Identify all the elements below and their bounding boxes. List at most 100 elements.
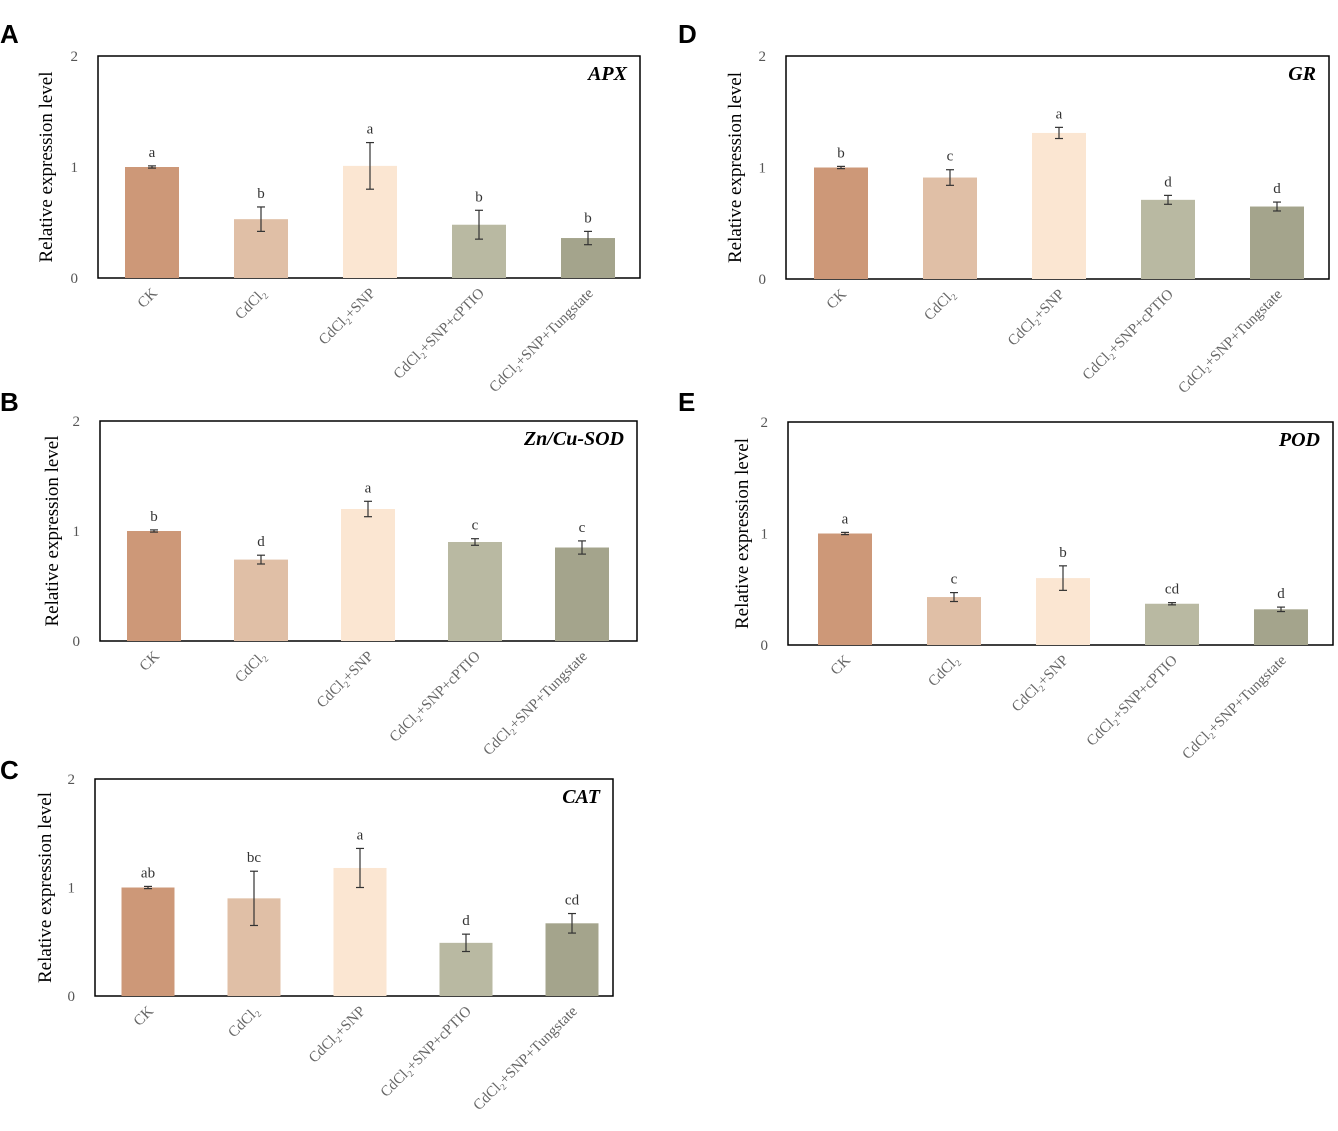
y-tick-label: 0 bbox=[761, 638, 769, 654]
panel-a: A APX 0 1 2 Relative expression level a CK b CdCl… bbox=[0, 19, 641, 396]
y-axis-label: Relative expression level bbox=[732, 438, 753, 629]
category-label: CdCl₂+SNP+cPTIO bbox=[1080, 286, 1177, 383]
y-tick-label: 2 bbox=[71, 49, 79, 65]
y-tick-label: 1 bbox=[761, 527, 769, 543]
significance-letter: b bbox=[584, 210, 592, 226]
category-label: CdCl₂+SNP+Tungstate bbox=[471, 1003, 582, 1114]
y-tick-label: 2 bbox=[761, 415, 769, 431]
y-tick-label: 2 bbox=[73, 414, 81, 430]
gene-title: CAT bbox=[562, 786, 601, 808]
category-label: CdCl₂+SNP bbox=[1009, 653, 1072, 716]
y-tick-label: 0 bbox=[68, 989, 76, 1005]
significance-letter: a bbox=[842, 511, 849, 527]
category-label: CdCl₂ bbox=[232, 286, 269, 323]
bar bbox=[1254, 609, 1308, 645]
gene-title: POD bbox=[1278, 429, 1320, 451]
significance-letter: d bbox=[1273, 181, 1281, 197]
category-label: CdCl₂+SNP bbox=[306, 1004, 369, 1067]
bar bbox=[927, 597, 981, 645]
panel-b: B Zn/Cu-SOD 0 1 2 Relative expression level b C… bbox=[0, 387, 638, 759]
panel-letter: B bbox=[0, 387, 19, 417]
category-label: CdCl₂ bbox=[232, 649, 269, 686]
significance-letter: cd bbox=[565, 893, 580, 909]
bar bbox=[127, 531, 181, 641]
panel-e: E POD 0 1 2 Relative expression level a CK c CdCl… bbox=[678, 387, 1334, 763]
y-tick-label: 0 bbox=[759, 272, 767, 288]
panel-letter: E bbox=[678, 387, 695, 417]
y-tick-label: 2 bbox=[68, 772, 76, 788]
panel-d: D GR 0 1 2 Relative expression level b CK c CdCl₂… bbox=[678, 19, 1330, 397]
bar bbox=[448, 542, 502, 641]
significance-letter: b bbox=[150, 509, 158, 525]
panel-letter: A bbox=[0, 19, 19, 49]
category-label: CdCl₂+SNP+cPTIO bbox=[387, 648, 484, 745]
significance-letter: bc bbox=[247, 850, 262, 866]
significance-letter: b bbox=[257, 186, 265, 202]
significance-letter: b bbox=[837, 145, 845, 161]
significance-letter: b bbox=[475, 189, 483, 205]
gene-title: APX bbox=[586, 63, 628, 85]
significance-letter: c bbox=[472, 518, 479, 534]
bar bbox=[125, 167, 179, 278]
category-label: CdCl₂+SNP+Tungstate bbox=[1180, 652, 1291, 763]
category-label: CdCl₂+SNP bbox=[314, 649, 377, 712]
significance-letter: b bbox=[1059, 545, 1067, 561]
bar bbox=[1032, 132, 1086, 279]
category-label: CdCl₂+SNP+cPTIO bbox=[378, 1003, 475, 1100]
y-tick-label: 0 bbox=[73, 634, 81, 650]
gene-title: GR bbox=[1288, 63, 1316, 85]
y-axis-label: Relative expression level bbox=[42, 436, 63, 627]
y-tick-label: 0 bbox=[71, 271, 79, 287]
category-label: CK bbox=[828, 652, 854, 678]
significance-letter: a bbox=[1056, 106, 1063, 122]
bar bbox=[818, 533, 872, 645]
category-label: CK bbox=[135, 285, 161, 311]
bar bbox=[545, 923, 599, 996]
bar bbox=[1250, 206, 1304, 279]
y-axis-label: Relative expression level bbox=[36, 72, 57, 263]
gene-title: Zn/Cu-SOD bbox=[523, 428, 624, 450]
y-tick-label: 1 bbox=[71, 160, 79, 176]
panel-c: C CAT 0 1 2 Relative expression level ab CK bc Cd… bbox=[0, 755, 614, 1114]
panel-letter: D bbox=[678, 19, 697, 49]
significance-letter: a bbox=[367, 122, 374, 138]
bar bbox=[555, 547, 609, 641]
y-tick-label: 1 bbox=[73, 524, 81, 540]
category-label: CdCl₂+SNP+Tungstate bbox=[481, 648, 592, 759]
significance-letter: d bbox=[1164, 174, 1172, 190]
significance-letter: a bbox=[149, 145, 156, 161]
y-axis-label: Relative expression level bbox=[35, 792, 56, 983]
significance-letter: ab bbox=[141, 865, 155, 881]
category-label: CdCl₂+SNP+cPTIO bbox=[1084, 652, 1181, 749]
significance-letter: d bbox=[462, 913, 470, 929]
category-label: CdCl₂+SNP+Tungstate bbox=[1176, 286, 1287, 397]
bar bbox=[341, 509, 395, 641]
y-axis-label: Relative expression level bbox=[725, 72, 746, 263]
category-label: CK bbox=[824, 286, 850, 312]
significance-letter: cd bbox=[1165, 582, 1180, 598]
category-label: CdCl₂ bbox=[921, 287, 958, 324]
significance-letter: d bbox=[1277, 586, 1285, 602]
panel-letter: C bbox=[0, 755, 19, 785]
category-label: CdCl₂+SNP bbox=[316, 286, 379, 349]
y-tick-label: 1 bbox=[759, 161, 767, 177]
significance-letter: a bbox=[357, 827, 364, 843]
significance-letter: c bbox=[579, 520, 586, 536]
significance-letter: a bbox=[365, 480, 372, 496]
bar bbox=[121, 887, 175, 996]
bar bbox=[1145, 603, 1199, 645]
significance-letter: d bbox=[257, 534, 265, 550]
category-label: CdCl₂ bbox=[925, 653, 962, 690]
bar bbox=[1141, 199, 1195, 279]
bar bbox=[814, 167, 868, 279]
category-label: CK bbox=[137, 648, 163, 674]
bar bbox=[333, 867, 387, 996]
y-tick-label: 2 bbox=[759, 49, 767, 65]
bar bbox=[923, 177, 977, 279]
category-label: CdCl₂+SNP+Tungstate bbox=[487, 285, 598, 396]
bar bbox=[234, 559, 288, 641]
significance-letter: c bbox=[947, 149, 954, 165]
category-label: CdCl₂+SNP bbox=[1005, 287, 1068, 350]
category-label: CdCl₂ bbox=[225, 1004, 262, 1041]
